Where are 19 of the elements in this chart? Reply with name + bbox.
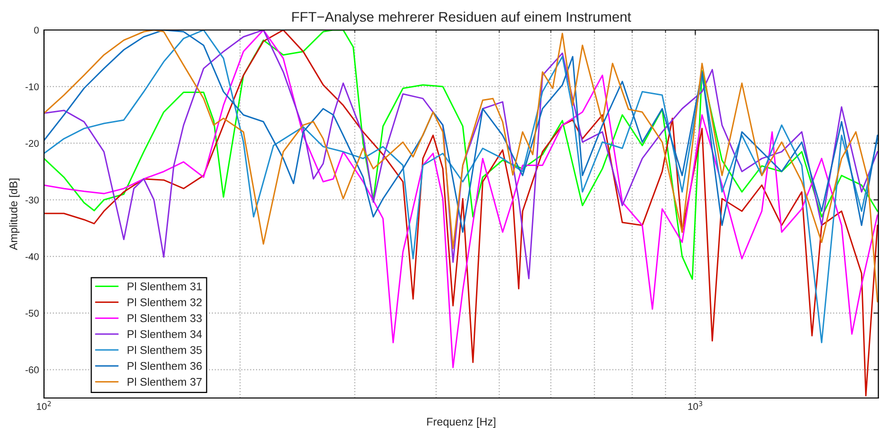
x-axis-title: Frequenz [Hz] (427, 417, 496, 428)
legend-label: Pl Slenthem 35 (128, 346, 202, 354)
chart-title: FFT−Analyse mehrerer Residuen auf einem Instrument (292, 12, 632, 25)
x-tick-label: 10$^{2}$ (36, 401, 51, 410)
y-tick-label: -50 (26, 310, 39, 317)
y-tick-label: -20 (26, 140, 39, 147)
y-tick-label: -30 (26, 196, 39, 204)
legend-label: Pl Slenthem 36 (128, 362, 202, 370)
legend-label: Pl Slenthem 31 (128, 282, 202, 290)
y-tick-label: -60 (26, 366, 39, 374)
legend-label: Pl Slenthem 33 (128, 314, 202, 322)
legend-label: Pl Slenthem 32 (128, 298, 202, 306)
y-tick-label: -10 (26, 83, 39, 90)
y-tick-label: -40 (26, 253, 39, 260)
x-tick-label: 10$^{3}$ (688, 401, 702, 410)
y-axis-title: Amplitude [dB] (9, 178, 20, 250)
legend-label: Pl Slenthem 34 (128, 330, 202, 338)
y-tick-label: 0 (34, 26, 39, 34)
legend-label: Pl Slenthem 37 (128, 378, 202, 386)
